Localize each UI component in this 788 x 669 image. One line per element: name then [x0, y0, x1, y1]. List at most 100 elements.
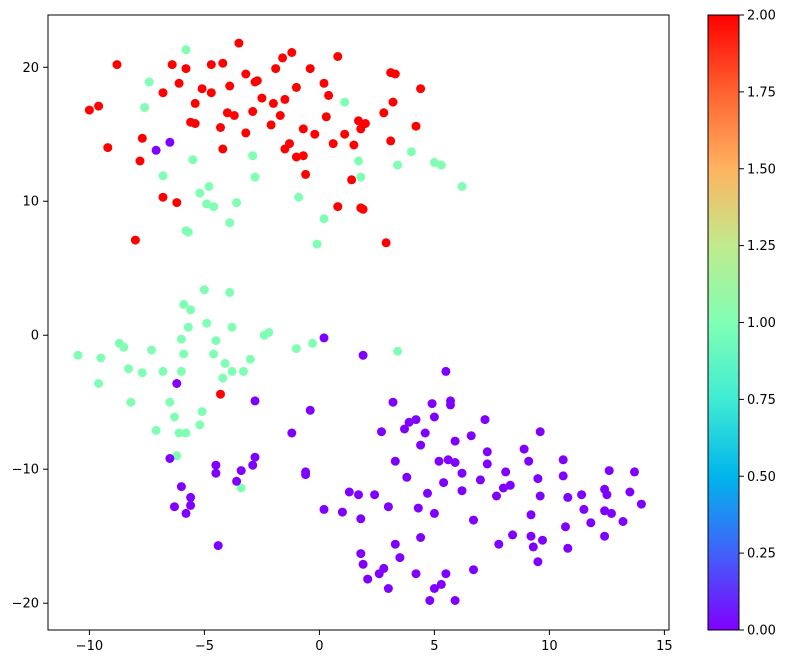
- scatter-point-class-0: [305, 405, 315, 415]
- scatter-point-class-0: [630, 467, 639, 477]
- scatter-point-class-1: [96, 353, 106, 363]
- scatter-point-class-0: [319, 504, 329, 514]
- scatter-point-class-2: [206, 60, 216, 70]
- scatter-point-class-0: [377, 427, 386, 437]
- plot-points: [73, 38, 646, 605]
- scatter-point-class-1: [183, 322, 193, 332]
- scatter-point-class-0: [411, 569, 421, 579]
- scatter-point-class-2: [298, 124, 308, 134]
- scatter-point-class-1: [245, 354, 255, 364]
- scatter-point-class-2: [135, 156, 145, 166]
- scatter-point-class-2: [103, 143, 113, 153]
- scatter-point-class-0: [400, 424, 409, 434]
- scatter-point-class-0: [475, 475, 485, 485]
- scatter-point-class-1: [264, 328, 274, 337]
- scatter-point-class-0: [429, 584, 439, 593]
- scatter-point-class-1: [393, 346, 403, 356]
- x-axis: −10 −5 0 5 10 15: [76, 630, 673, 654]
- scatter-point-class-0: [535, 427, 545, 437]
- scatter-point-class-2: [347, 175, 357, 185]
- scatter-point-class-1: [248, 151, 258, 161]
- scatter-point-class-2: [190, 119, 200, 128]
- colorbar-tick-label: 0.25: [747, 547, 776, 562]
- scatter-point-class-2: [181, 64, 191, 74]
- scatter-point-class-1: [158, 171, 168, 181]
- scatter-point-class-0: [480, 415, 490, 425]
- scatter-point-class-0: [416, 533, 426, 542]
- scatter-point-class-0: [538, 535, 547, 545]
- scatter-point-class-0: [176, 482, 186, 492]
- scatter-point-class-2: [248, 107, 258, 116]
- scatter-point-class-2: [328, 139, 338, 149]
- scatter-point-class-0: [457, 486, 467, 496]
- colorbar-ticks: 0.00 0.25 0.50 0.75 1.00 1.25 1.50 1.75 2.00: [739, 9, 776, 639]
- colorbar-tick-label: 0.50: [747, 470, 776, 485]
- scatter-point-class-2: [216, 123, 225, 132]
- scatter-point-class-0: [404, 417, 414, 427]
- scatter-point-class-1: [195, 188, 205, 198]
- scatter-point-class-0: [181, 508, 191, 518]
- scatter-point-class-2: [216, 389, 225, 399]
- scatter-point-class-1: [250, 172, 260, 182]
- scatter-point-class-1: [172, 451, 182, 461]
- scatter-point-class-2: [381, 238, 391, 248]
- scatter-point-class-0: [482, 459, 492, 469]
- scatter-point-class-0: [526, 531, 536, 541]
- scatter-point-class-2: [271, 64, 281, 74]
- x-tick-label: −10: [76, 639, 103, 654]
- scatter-point-class-0: [577, 490, 587, 500]
- scatter-point-class-2: [158, 192, 168, 202]
- scatter-point-class-0: [508, 530, 518, 540]
- colorbar-tick-label: 1.50: [747, 162, 776, 177]
- scatter-point-class-0: [457, 468, 467, 478]
- scatter-point-class-0: [390, 539, 400, 549]
- scatter-point-class-0: [528, 542, 538, 552]
- scatter-point-class-1: [176, 334, 186, 344]
- scatter-point-class-0: [563, 543, 573, 553]
- scatter-point-class-2: [241, 128, 251, 138]
- scatter-point-class-1: [209, 349, 219, 359]
- scatter-point-class-1: [181, 45, 191, 55]
- scatter-point-class-2: [416, 84, 426, 94]
- scatter-point-class-0: [602, 490, 612, 500]
- scatter-point-class-0: [388, 397, 398, 407]
- scatter-point-class-0: [390, 456, 400, 466]
- scatter-point-class-1: [227, 322, 237, 332]
- scatter-point-class-2: [411, 121, 421, 131]
- scatter-point-class-1: [119, 342, 129, 352]
- scatter-point-class-0: [469, 565, 478, 575]
- scatter-point-class-1: [140, 103, 150, 112]
- scatter-point-class-2: [305, 64, 315, 74]
- scatter-point-class-1: [181, 428, 191, 438]
- scatter-point-class-2: [340, 129, 350, 139]
- scatter-point-class-2: [257, 93, 267, 103]
- scatter-point-class-1: [291, 344, 301, 354]
- scatter-point-class-0: [211, 468, 221, 478]
- scatter-point-class-1: [308, 338, 317, 348]
- scatter-point-class-1: [126, 397, 136, 407]
- x-tick-label: 10: [541, 639, 558, 654]
- y-tick-label: −20: [12, 597, 39, 612]
- scatter-point-class-1: [137, 368, 147, 378]
- scatter-point-class-1: [176, 366, 186, 376]
- scatter-point-class-2: [225, 81, 235, 91]
- scatter-point-class-0: [443, 455, 453, 465]
- scatter-point-class-1: [225, 218, 235, 228]
- scatter-point-class-1: [188, 155, 198, 165]
- colorbar: 0.00 0.25 0.50 0.75 1.00 1.25 1.50 1.75 2.00: [707, 9, 776, 639]
- scatter-point-class-2: [280, 94, 290, 104]
- x-tick-label: 0: [315, 639, 323, 654]
- scatter-point-class-2: [84, 105, 94, 115]
- scatter-point-class-0: [501, 467, 511, 477]
- scatter-point-class-2: [379, 108, 389, 118]
- scatter-point-class-2: [197, 84, 207, 94]
- scatter-point-class-0: [535, 491, 545, 501]
- scatter-point-class-1: [239, 366, 248, 376]
- scatter-point-class-1: [227, 366, 237, 376]
- scatter-point-class-2: [333, 52, 343, 61]
- scatter-point-class-1: [406, 147, 416, 157]
- scatter-point-class-0: [250, 396, 260, 406]
- scatter-point-class-1: [354, 156, 363, 166]
- scatter-point-class-0: [436, 579, 446, 589]
